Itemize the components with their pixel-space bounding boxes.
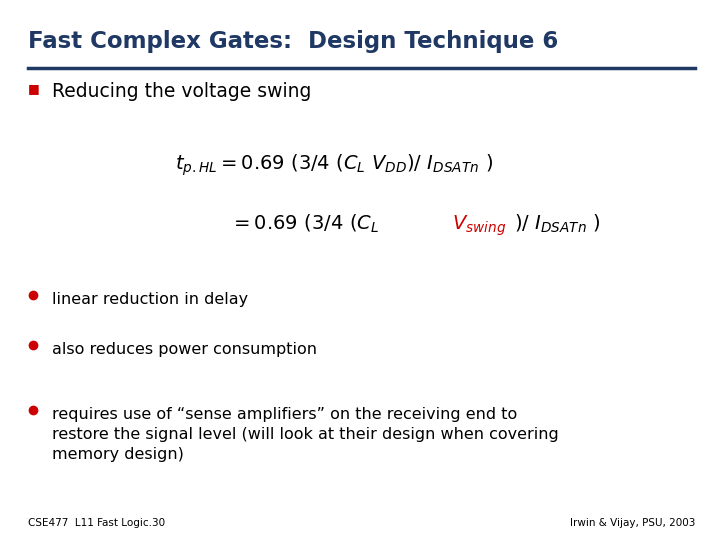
Text: Fast Complex Gates:  Design Technique 6: Fast Complex Gates: Design Technique 6	[28, 30, 558, 53]
Text: also reduces power consumption: also reduces power consumption	[52, 342, 317, 357]
Text: linear reduction in delay: linear reduction in delay	[52, 292, 248, 307]
Text: $= 0.69\ (3/4\ (C_L\ $: $= 0.69\ (3/4\ (C_L\ $	[230, 213, 379, 235]
Text: ■: ■	[28, 82, 40, 95]
Text: CSE477  L11 Fast Logic.30: CSE477 L11 Fast Logic.30	[28, 518, 165, 528]
Text: Reducing the voltage swing: Reducing the voltage swing	[52, 82, 311, 101]
Text: Irwin & Vijay, PSU, 2003: Irwin & Vijay, PSU, 2003	[570, 518, 695, 528]
Text: $)/\ I_{DSATn}\ )$: $)/\ I_{DSATn}\ )$	[514, 213, 600, 235]
Text: $t_{p.HL} = 0.69\ (3/4\ (C_L\ V_{DD})/\ I_{DSATn}\ )$: $t_{p.HL} = 0.69\ (3/4\ (C_L\ V_{DD})/\ …	[175, 153, 493, 178]
Text: requires use of “sense amplifiers” on the receiving end to
restore the signal le: requires use of “sense amplifiers” on th…	[52, 407, 559, 462]
Text: $V_{swing}$: $V_{swing}$	[452, 214, 506, 238]
